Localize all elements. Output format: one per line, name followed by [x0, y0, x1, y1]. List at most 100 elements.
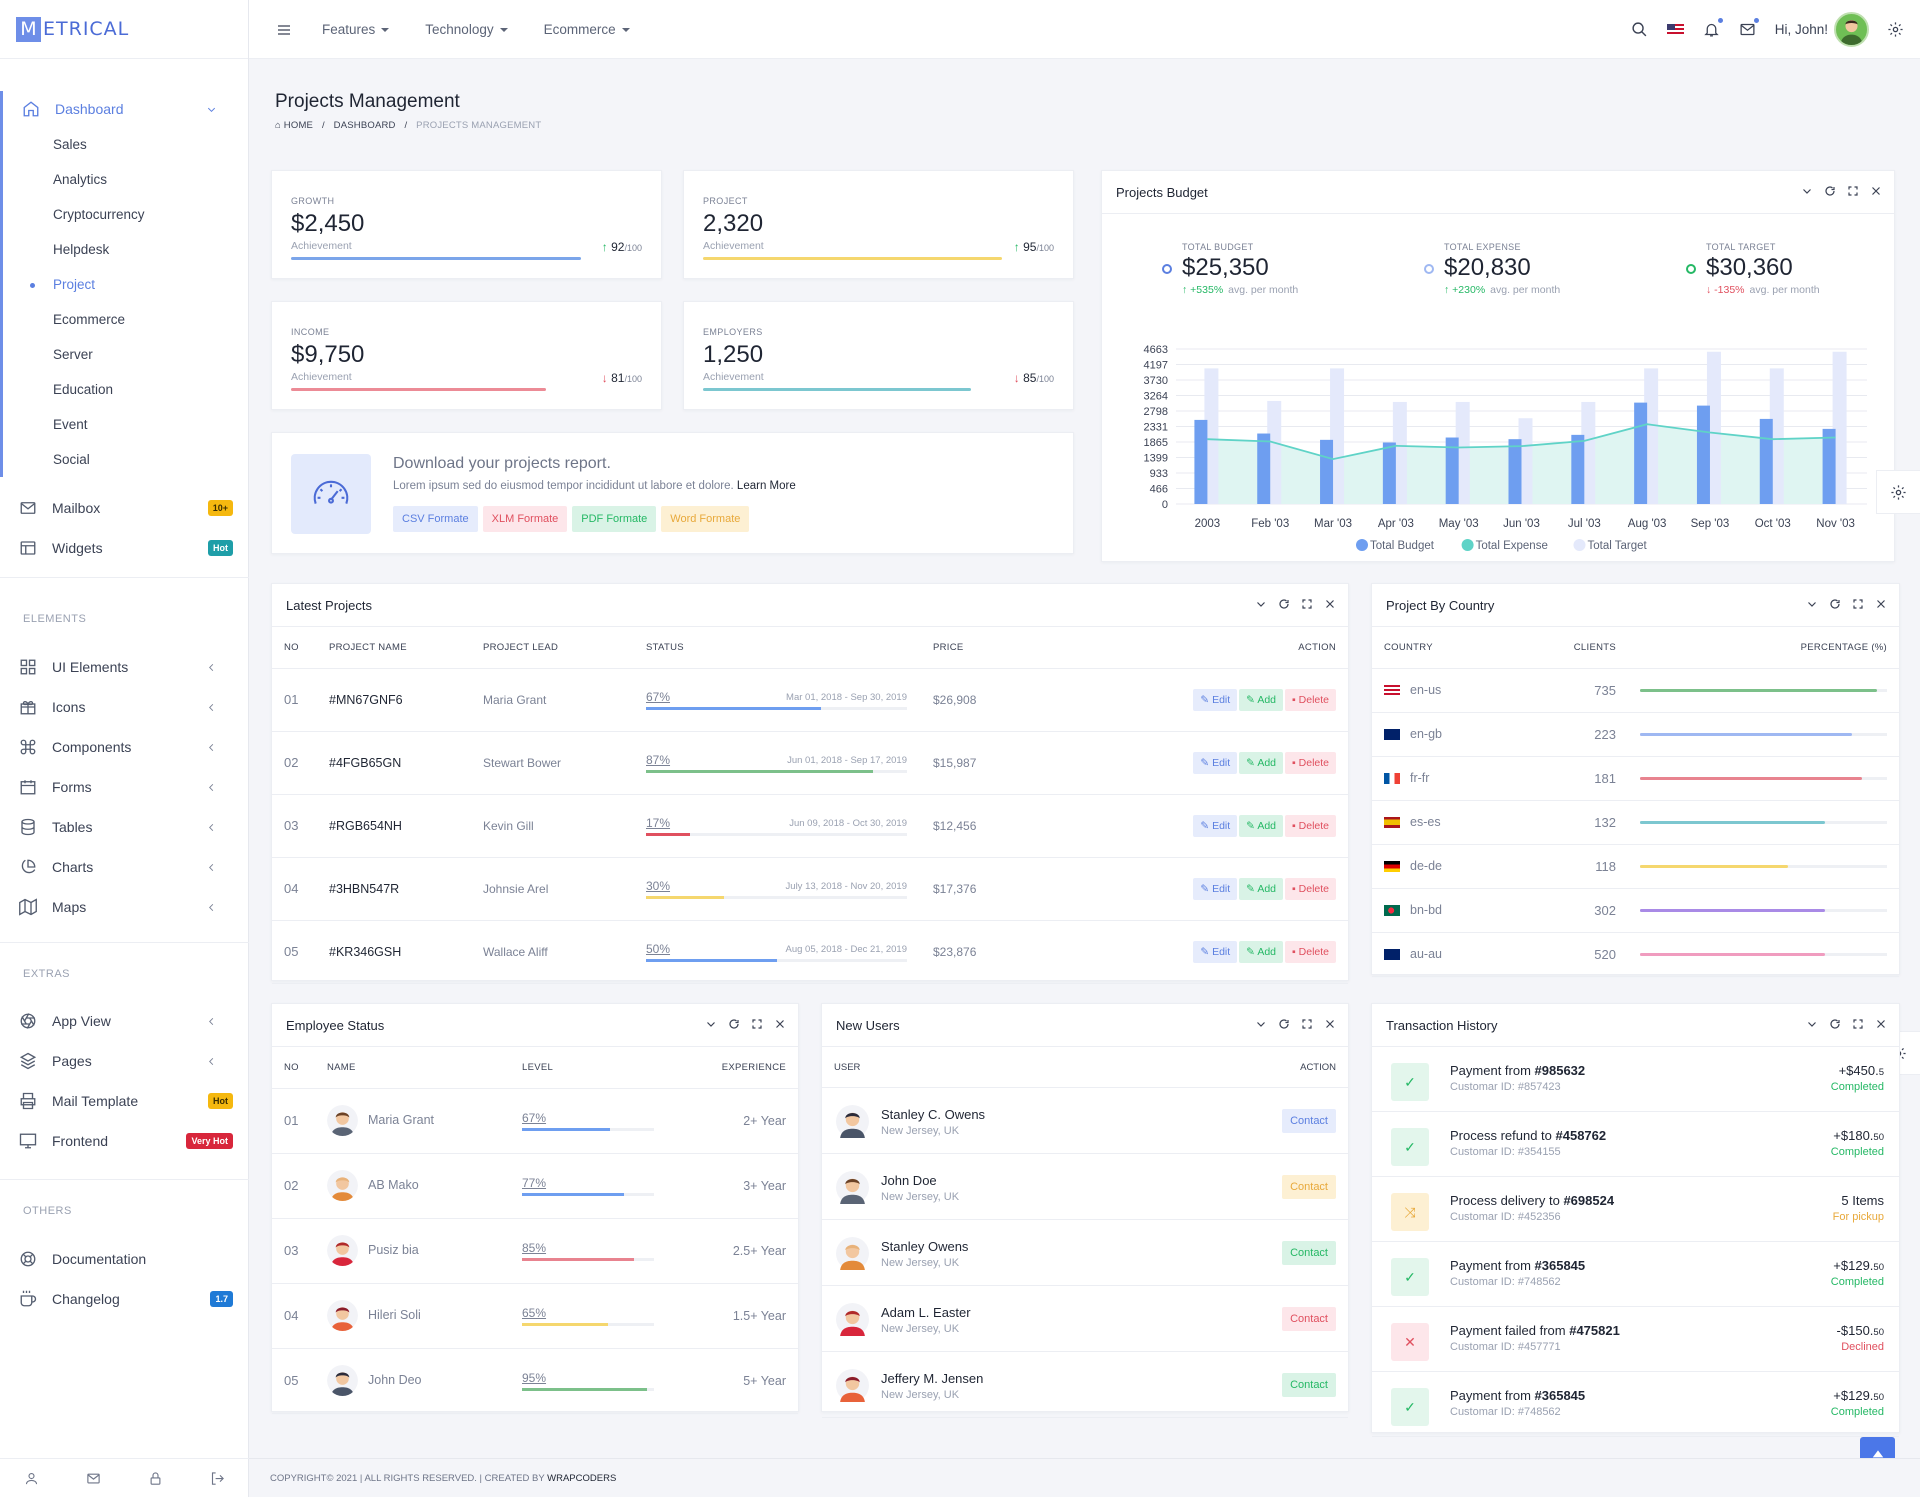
table-row[interactable]: 02 #4FGB65GN Stewart Bower 87% Jun 01, 2018 … [272, 731, 1348, 795]
close-icon[interactable] [1875, 598, 1887, 610]
pdf-format-button[interactable]: PDF Formate [572, 506, 657, 532]
sidebar-item-frontend[interactable]: Frontend Very Hot [0, 1121, 249, 1161]
sidebar-item-app-view[interactable]: App View [0, 1001, 249, 1041]
list-item[interactable]: Jeffery M. Jensen New Jersey, UK Contact [822, 1352, 1348, 1418]
bell-icon[interactable] [1703, 18, 1723, 38]
table-row[interactable]: au-au 520 [1372, 932, 1899, 977]
menu-icon[interactable] [276, 22, 292, 38]
sidebar-item-changelog[interactable]: Changelog 1.7 [0, 1279, 249, 1319]
table-row[interactable]: 04 Hileri Soli 65% 1.5+ Year [272, 1283, 798, 1349]
nav-features[interactable]: Features [322, 22, 389, 37]
delete-button[interactable]: ▪ Delete [1285, 877, 1336, 900]
expand-icon[interactable] [1852, 598, 1864, 610]
us-flag-icon[interactable] [1666, 23, 1684, 36]
sidebar-subitem-cryptocurrency[interactable]: Cryptocurrency [53, 207, 145, 222]
transaction-item[interactable]: ✓ Payment from #365845 Customar ID: #74856… [1372, 1372, 1899, 1437]
expand-icon[interactable] [1852, 1018, 1864, 1030]
edit-button[interactable]: ✎ Edit [1193, 940, 1238, 963]
footer-link[interactable]: WRAPCODERS [547, 1473, 617, 1484]
table-row[interactable]: es-es 132 [1372, 800, 1899, 845]
transaction-item[interactable]: ⤨ Process delivery to #698524 Customar ID:… [1372, 1177, 1899, 1242]
sidebar-item-components[interactable]: Components [0, 727, 249, 767]
table-row[interactable]: 05 John Deo 95% 5+ Year [272, 1348, 798, 1414]
list-item[interactable]: Adam L. Easter New Jersey, UK Contact [822, 1286, 1348, 1352]
word-format-button[interactable]: Word Formate [661, 506, 750, 532]
sidebar-item-mailbox[interactable]: Mailbox 10+ [0, 488, 249, 528]
list-item[interactable]: Stanley Owens New Jersey, UK Contact [822, 1220, 1348, 1286]
contact-button[interactable]: Contact [1282, 1109, 1336, 1133]
refresh-icon[interactable] [1824, 185, 1836, 197]
close-icon[interactable] [1875, 1018, 1887, 1030]
sidebar-item-forms[interactable]: Forms [0, 767, 249, 807]
table-row[interactable]: 05 #KR346GSH Wallace Aliff 50% Aug 05, 2018 … [272, 920, 1348, 984]
sidebar-subitem-sales[interactable]: Sales [53, 137, 87, 152]
expand-icon[interactable] [751, 1018, 763, 1030]
sidebar-subitem-server[interactable]: Server [53, 347, 93, 362]
project-name[interactable]: #4FGB65GN [329, 731, 483, 795]
user-greeting[interactable]: Hi, John! [1774, 22, 1828, 37]
expand-icon[interactable] [1847, 185, 1859, 197]
add-button[interactable]: ✎ Add [1239, 940, 1283, 963]
table-row[interactable]: 02 AB Mako 77% 3+ Year [272, 1153, 798, 1219]
refresh-icon[interactable] [1278, 598, 1290, 610]
mail-icon[interactable] [86, 1471, 101, 1486]
list-item[interactable]: Stanley C. Owens New Jersey, UK Contact [822, 1088, 1348, 1154]
chevron-down-icon[interactable] [1255, 1018, 1267, 1030]
chevron-down-icon[interactable] [1806, 598, 1818, 610]
table-row[interactable]: bn-bd 302 [1372, 888, 1899, 933]
close-icon[interactable] [1324, 1018, 1336, 1030]
logo[interactable]: M ETRICAL [0, 0, 248, 59]
close-icon[interactable] [1324, 598, 1336, 610]
gear-icon[interactable] [1887, 21, 1904, 38]
learn-more-link[interactable]: Learn More [736, 480, 796, 492]
list-item[interactable]: John Doe New Jersey, UK Contact [822, 1154, 1348, 1220]
sidebar-item-maps[interactable]: Maps [0, 887, 249, 927]
add-button[interactable]: ✎ Add [1239, 688, 1283, 711]
close-icon[interactable] [1870, 185, 1882, 197]
chevron-down-icon[interactable] [1255, 598, 1267, 610]
sidebar-item-dashboard[interactable]: Dashboard [3, 91, 249, 127]
sidebar-subitem-helpdesk[interactable]: Helpdesk [53, 242, 110, 257]
refresh-icon[interactable] [1829, 1018, 1841, 1030]
delete-button[interactable]: ▪ Delete [1285, 940, 1336, 963]
avatar[interactable] [1834, 12, 1869, 47]
nav-ecommerce[interactable]: Ecommerce [544, 22, 630, 37]
sidebar-subitem-social[interactable]: Social [53, 452, 90, 467]
expand-icon[interactable] [1301, 1018, 1313, 1030]
chevron-down-icon[interactable] [1801, 185, 1813, 197]
delete-button[interactable]: ▪ Delete [1285, 814, 1336, 837]
table-row[interactable]: 03 #RGB654NH Kevin Gill 17% Jun 09, 2018 - O… [272, 794, 1348, 858]
edit-button[interactable]: ✎ Edit [1193, 688, 1238, 711]
sidebar-item-pages[interactable]: Pages [0, 1041, 249, 1081]
sidebar-item-documentation[interactable]: Documentation [0, 1239, 249, 1279]
refresh-icon[interactable] [1829, 598, 1841, 610]
chevron-down-icon[interactable] [1806, 1018, 1818, 1030]
contact-button[interactable]: Contact [1282, 1373, 1336, 1397]
mail-icon[interactable] [1739, 18, 1759, 38]
table-row[interactable]: de-de 118 [1372, 844, 1899, 889]
close-icon[interactable] [774, 1018, 786, 1030]
delete-button[interactable]: ▪ Delete [1285, 751, 1336, 774]
table-row[interactable]: 01 Maria Grant 67% 2+ Year [272, 1088, 798, 1154]
logout-icon[interactable] [210, 1471, 225, 1486]
table-row[interactable]: 03 Pusiz bia 85% 2.5+ Year [272, 1218, 798, 1284]
breadcrumb-dashboard[interactable]: DASHBOARD [333, 120, 396, 131]
refresh-icon[interactable] [1278, 1018, 1290, 1030]
xlm-format-button[interactable]: XLM Formate [482, 506, 568, 532]
sidebar-item-widgets[interactable]: Widgets Hot [0, 528, 249, 568]
chevron-down-icon[interactable] [705, 1018, 717, 1030]
lock-icon[interactable] [148, 1471, 163, 1486]
sidebar-subitem-event[interactable]: Event [53, 417, 88, 432]
delete-button[interactable]: ▪ Delete [1285, 688, 1336, 711]
sidebar-item-tables[interactable]: Tables [0, 807, 249, 847]
add-button[interactable]: ✎ Add [1239, 814, 1283, 837]
transaction-item[interactable]: ✓ Payment from #985632 Customar ID: #85742… [1372, 1047, 1899, 1112]
contact-button[interactable]: Contact [1282, 1307, 1336, 1331]
table-row[interactable]: fr-fr 181 [1372, 756, 1899, 801]
sidebar-item-ui-elements[interactable]: UI Elements [0, 647, 249, 687]
table-row[interactable]: 04 #3HBN547R Johnsie Arel 30% July 13, 2018 … [272, 857, 1348, 921]
csv-format-button[interactable]: CSV Formate [393, 506, 478, 532]
table-row[interactable]: 01 #MN67GNF6 Maria Grant 67% Mar 01, 2018 - … [272, 668, 1348, 732]
project-name[interactable]: #3HBN547R [329, 857, 483, 921]
sidebar-subitem-project[interactable]: Project [3, 267, 249, 302]
